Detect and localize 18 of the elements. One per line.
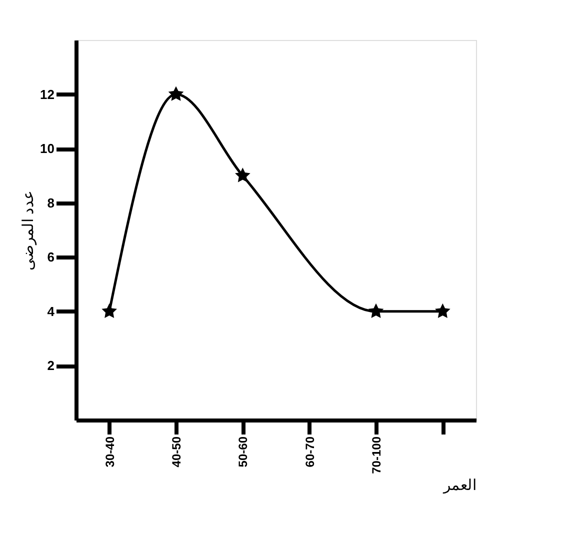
x-tick-label: 30-40	[102, 436, 117, 468]
y-tick-label: 2	[47, 358, 54, 374]
x-tick-label: 60-70	[302, 436, 317, 468]
x-tick-label: 70-100	[370, 436, 384, 474]
y-tick-label: 8	[47, 195, 54, 210]
x-tick-label: 40-50	[170, 436, 184, 468]
x-axis-title: العمر	[442, 476, 476, 494]
y-tick-label: 12	[40, 86, 54, 102]
point	[435, 303, 450, 318]
point	[368, 303, 384, 318]
x-tick-label: 50-60	[236, 436, 250, 468]
y-tick-label: 10	[40, 141, 54, 156]
point	[168, 86, 184, 101]
y-axis-title: عدد المرضى	[20, 190, 38, 271]
point	[102, 303, 117, 318]
point	[235, 168, 250, 182]
y-tick-label: 6	[47, 250, 54, 265]
y-tick-label: 4	[47, 304, 56, 319]
